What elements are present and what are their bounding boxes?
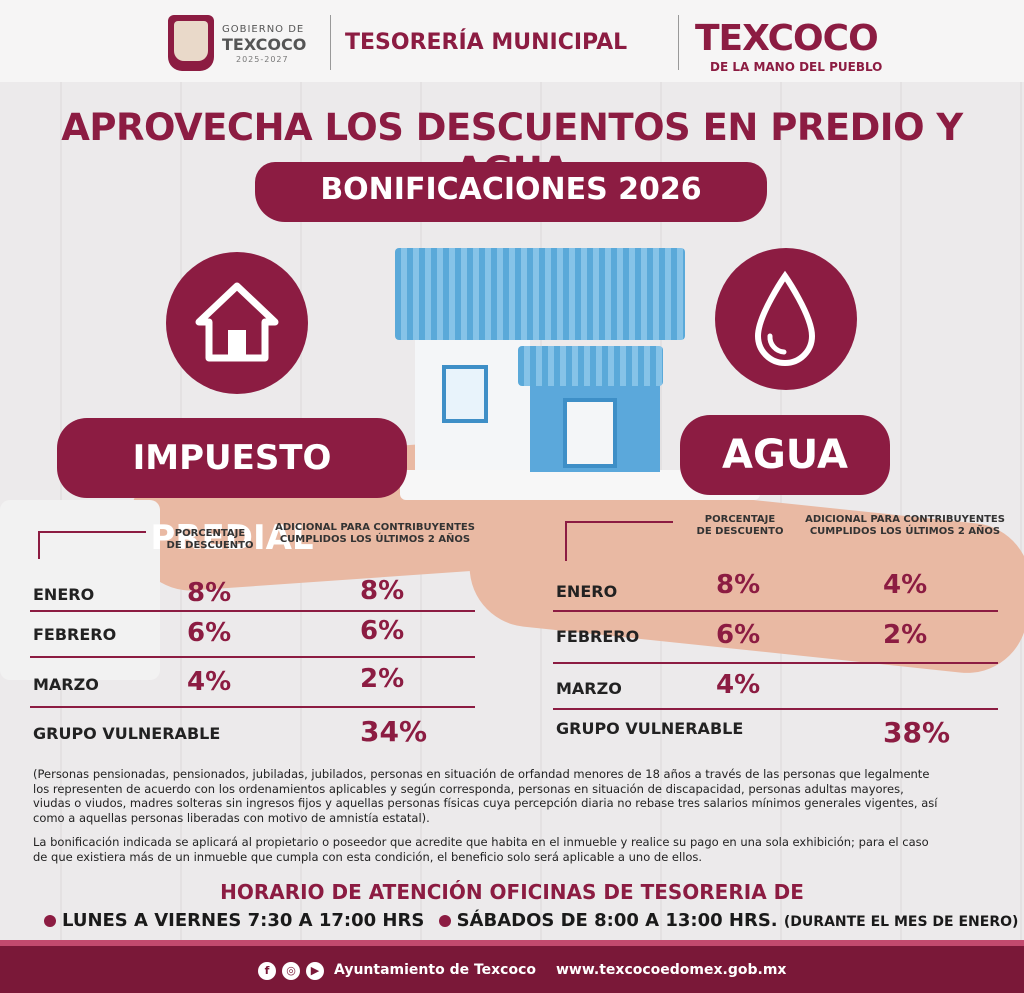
horario-saturday: SÁBADOS DE 8:00 A 13:00 HRS.: [456, 910, 778, 931]
agua-row-divider: [553, 662, 998, 664]
predial-pill: IMPUESTO PREDIAL: [57, 418, 407, 558]
predial-row-divider: [30, 656, 475, 658]
predial-row-label: FEBRERO: [33, 625, 117, 644]
agua-col-adicional: ADICIONAL PARA CONTRIBUYENTES CUMPLIDOS L…: [805, 514, 1005, 537]
predial-vulnerable-value: 34%: [360, 715, 428, 748]
gobierno-small: GOBIERNO DE: [222, 24, 305, 35]
water-drop-icon: [754, 270, 816, 366]
agua-row-pct: 8%: [716, 570, 761, 600]
predial-bracket-left: [38, 531, 40, 559]
bullet-icon: [44, 915, 56, 927]
agua-pill: AGUA: [680, 415, 890, 495]
predial-bracket-top: [38, 531, 146, 533]
agua-row-divider: [553, 610, 998, 612]
agua-row-divider: [553, 708, 998, 710]
house-icon: [195, 282, 279, 362]
predial-col-adicional: ADICIONAL PARA CONTRIBUYENTES CUMPLIDOS L…: [275, 522, 475, 545]
headline: APROVECHA LOS DESCUENTOS EN PREDIO Y AGU…: [61, 106, 963, 192]
agua-vulnerable-label: GRUPO VULNERABLE: [556, 719, 744, 738]
agua-bracket-top: [565, 521, 673, 523]
instagram-icon[interactable]: ◎: [282, 962, 300, 980]
facebook-icon[interactable]: f: [258, 962, 276, 980]
texcoco-logo: TEXCOCO: [695, 18, 879, 59]
agua-row-label: FEBRERO: [556, 627, 640, 646]
footer-website[interactable]: www.texcocoedomex.gob.mx: [556, 962, 787, 978]
predial-row-pct: 4%: [187, 667, 232, 697]
bonificaciones-title: BONIFICACIONES 2026: [320, 172, 702, 207]
footer-bar: [0, 946, 1024, 993]
sleeve-left: [0, 500, 160, 680]
predial-row-divider: [30, 706, 475, 708]
footer-stripe: [0, 940, 1024, 946]
predial-row-adicional: 2%: [360, 664, 405, 694]
horario-line: LUNES A VIERNES 7:30 A 17:00 HRS SÁBADOS…: [44, 910, 1018, 931]
vulnerable-note: (Personas pensionadas, pensionados, jubi…: [33, 767, 938, 825]
tesoreria-title: TESORERÍA MUNICIPAL: [345, 30, 628, 55]
texcoco-slogan: DE LA MANO DEL PUEBLO: [710, 60, 883, 74]
footer-account[interactable]: Ayuntamiento de Texcoco: [334, 962, 537, 978]
header-divider: [330, 15, 331, 70]
predial-vulnerable-label: GRUPO VULNERABLE: [33, 724, 221, 743]
horario-weekday: LUNES A VIERNES 7:30 A 17:00 HRS: [62, 910, 425, 931]
agua-bracket-left: [565, 521, 567, 561]
agua-row-label: MARZO: [556, 679, 622, 698]
horario-title: HORARIO DE ATENCIÓN OFICINAS DE TESORERI…: [220, 880, 804, 904]
house-door: [563, 398, 617, 468]
coat-of-arms-inner: [174, 21, 208, 61]
house-roof: [395, 248, 685, 340]
agua-col-pct: PORCENTAJE DE DESCUENTO: [696, 514, 784, 537]
horario-note: (DURANTE EL MES DE ENERO): [783, 914, 1019, 930]
agua-row-pct: 6%: [716, 620, 761, 650]
agua-row-pct: 4%: [716, 670, 761, 700]
youtube-icon[interactable]: ▶: [306, 962, 324, 980]
predial-row-label: ENERO: [33, 585, 95, 604]
agua-row-label: ENERO: [556, 582, 618, 601]
gobierno-years: 2025-2027: [236, 55, 289, 64]
predial-col-pct: PORCENTAJE DE DESCUENTO: [166, 528, 254, 551]
predial-row-pct: 6%: [187, 618, 232, 648]
agua-vulnerable-value: 38%: [883, 716, 951, 749]
header-divider: [678, 15, 679, 70]
predial-row-adicional: 6%: [360, 616, 405, 646]
gobierno-big: TEXCOCO: [222, 35, 307, 54]
predial-row-pct: 8%: [187, 578, 232, 608]
bullet-icon: [438, 915, 451, 927]
predial-row-divider: [30, 610, 475, 612]
house-window: [442, 365, 488, 423]
bonificacion-note: La bonificación indicada se aplicará al …: [33, 835, 929, 864]
agua-row-adicional: 2%: [883, 620, 928, 650]
house-roof-front: [518, 346, 663, 386]
bonificaciones-banner: [255, 162, 767, 222]
agua-circle: [715, 248, 857, 390]
agua-row-adicional: 4%: [883, 570, 928, 600]
predial-circle: [166, 252, 308, 394]
predial-row-adicional: 8%: [360, 576, 405, 606]
predial-row-label: MARZO: [33, 675, 99, 694]
